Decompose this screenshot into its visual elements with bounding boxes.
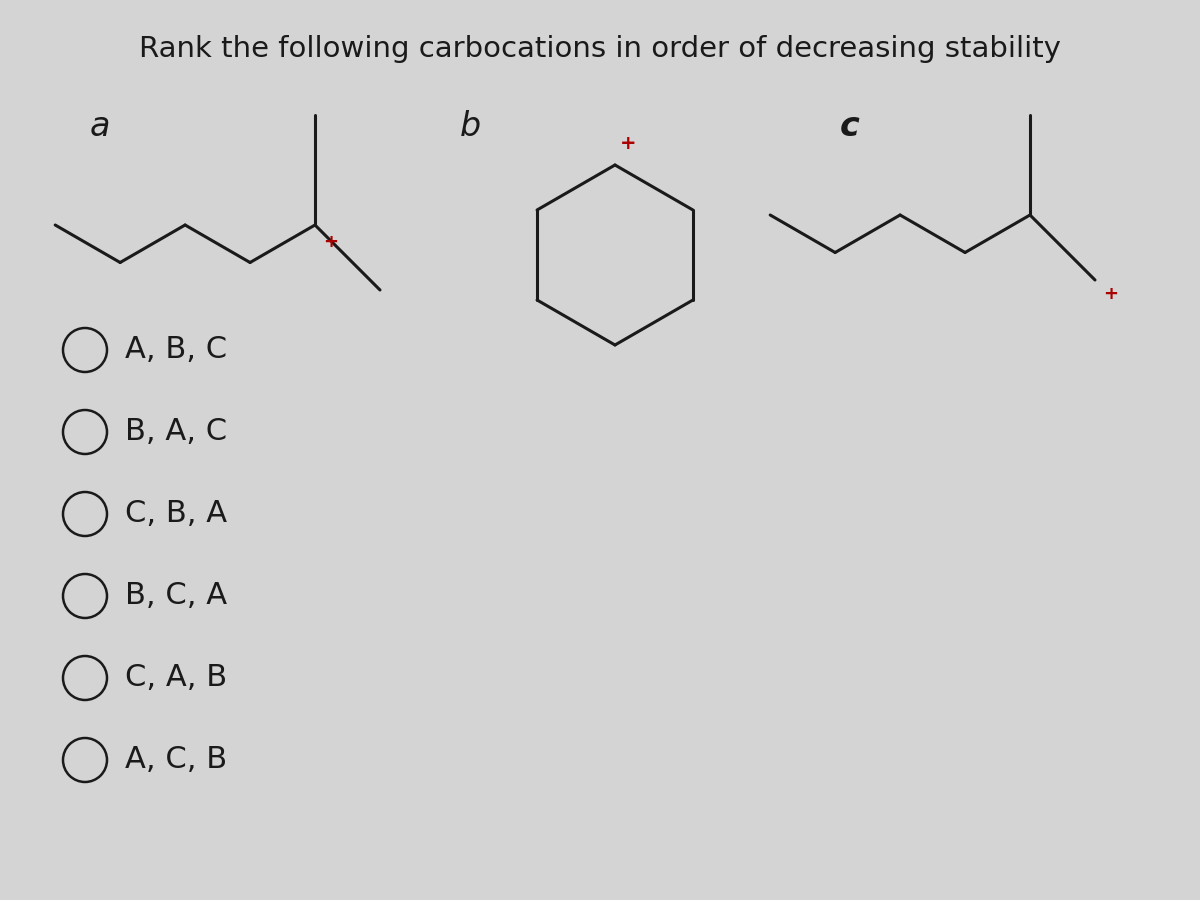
Text: A, B, C: A, B, C [125, 336, 227, 364]
Text: a: a [90, 110, 110, 143]
Text: A, C, B: A, C, B [125, 745, 227, 775]
Text: C, B, A: C, B, A [125, 500, 227, 528]
Text: +: + [620, 134, 636, 153]
Text: +: + [323, 233, 338, 251]
Text: +: + [1103, 285, 1118, 303]
Text: Rank the following carbocations in order of decreasing stability: Rank the following carbocations in order… [139, 35, 1061, 63]
Text: c: c [840, 110, 859, 143]
Text: C, A, B: C, A, B [125, 663, 227, 692]
Text: B, C, A: B, C, A [125, 581, 227, 610]
Text: b: b [460, 110, 481, 143]
Text: B, A, C: B, A, C [125, 418, 227, 446]
